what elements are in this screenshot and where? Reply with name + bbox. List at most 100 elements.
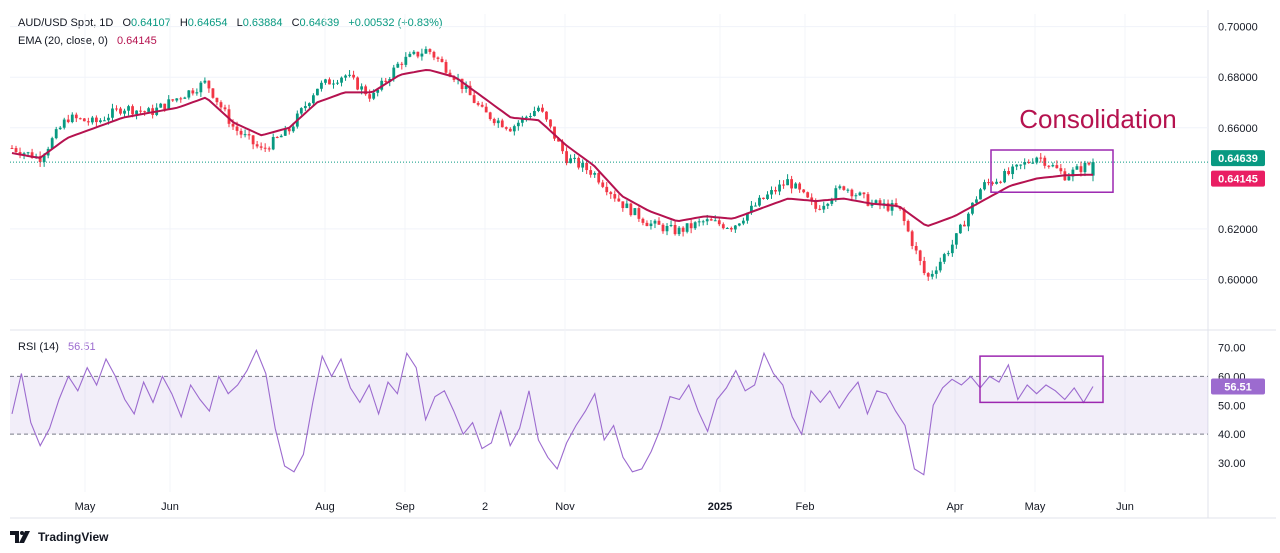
- candle-body: [810, 197, 814, 202]
- candle-body: [737, 223, 741, 226]
- candle-body: [549, 119, 552, 127]
- candle-body: [50, 138, 54, 149]
- candle-body: [70, 114, 74, 123]
- candle-body: [496, 120, 500, 124]
- candle-body: [834, 188, 838, 200]
- candle-body: [279, 135, 283, 138]
- candle-body: [356, 77, 359, 90]
- candle-body: [1019, 164, 1023, 166]
- candle-body: [766, 194, 769, 199]
- candle-body: [179, 98, 183, 100]
- candle-body: [115, 108, 118, 110]
- candle-body: [754, 205, 757, 207]
- candle-body: [86, 121, 90, 123]
- last-candle-body: [1091, 162, 1095, 176]
- price-axis[interactable]: 0.70000 0.68000 0.66000 0.62000 0.60000 0.646…: [1211, 22, 1265, 287]
- candle-body: [713, 220, 717, 222]
- candle-body: [171, 99, 175, 101]
- candle-body: [119, 108, 122, 114]
- candle-body: [866, 194, 870, 206]
- candle-body: [500, 120, 504, 128]
- candle-body: [1015, 164, 1019, 167]
- candle-body: [830, 199, 834, 204]
- rsi-tick-label: 40.00: [1218, 429, 1246, 441]
- candle-body: [838, 186, 842, 189]
- candle-body: [352, 74, 355, 78]
- candle-body: [424, 49, 428, 54]
- candle-body: [987, 182, 990, 184]
- candle-body: [918, 250, 922, 261]
- close-label: C0.64639: [291, 17, 340, 29]
- candle-body: [963, 224, 966, 227]
- candle-body: [508, 128, 512, 132]
- candle-body: [991, 182, 994, 184]
- candle-body: [131, 106, 134, 115]
- candle-body: [436, 57, 440, 59]
- candle-body: [677, 227, 681, 235]
- candle-body: [267, 148, 271, 150]
- candle-body: [1087, 162, 1091, 165]
- candle-body: [1079, 166, 1083, 173]
- candle-body: [259, 146, 263, 148]
- candle-body: [82, 118, 86, 122]
- candle-body: [585, 162, 589, 171]
- candle-body: [778, 184, 781, 192]
- candle-body: [874, 200, 878, 203]
- candle-body: [1035, 157, 1039, 163]
- rsi-consolidation-box: [979, 355, 1104, 404]
- candle-body: [408, 53, 412, 57]
- time-tick-label: Sep: [395, 501, 415, 513]
- candle-body: [396, 63, 400, 68]
- candle-body: [159, 103, 163, 108]
- price-label-tag: [1211, 170, 1265, 187]
- candle-body: [758, 197, 761, 206]
- candle-body: [942, 254, 946, 262]
- candle-body: [995, 181, 998, 184]
- candle-body: [111, 108, 114, 118]
- candle-body: [774, 190, 777, 192]
- candle-body: [822, 205, 826, 210]
- candle-body: [553, 126, 556, 139]
- candle-body: [782, 184, 785, 186]
- candle-body: [681, 227, 685, 232]
- candle-body: [545, 111, 548, 120]
- candle-body: [597, 173, 601, 183]
- candle-body: [320, 82, 323, 89]
- candle-body: [589, 170, 593, 175]
- candle-body: [1083, 162, 1087, 173]
- candle-body: [143, 111, 147, 113]
- candle-body: [123, 110, 126, 114]
- candle-body: [440, 58, 444, 63]
- candle-body: [930, 273, 934, 277]
- candle-body: [480, 104, 484, 107]
- candle-body: [999, 181, 1002, 183]
- time-axis[interactable]: May Jun Aug Sep 2 Nov 2025 Feb Apr May Jun: [75, 501, 1134, 513]
- candle-body: [432, 51, 436, 58]
- candle-body: [1007, 171, 1011, 175]
- low-label: L0.63884: [236, 17, 283, 29]
- candle-body: [926, 273, 930, 277]
- candle-body: [476, 102, 480, 105]
- candle-body: [472, 95, 476, 103]
- candle-body: [103, 120, 106, 122]
- price-tick-label: 0.68000: [1218, 72, 1258, 84]
- candle-body: [1039, 157, 1043, 159]
- candle-body: [770, 190, 773, 195]
- candle-body: [629, 203, 633, 216]
- candle-body: [364, 86, 368, 95]
- time-tick-label: Jun: [1116, 501, 1134, 513]
- symbol-label: AUD/USD Spot, 1D: [18, 17, 114, 29]
- time-tick-label: Feb: [796, 501, 815, 513]
- candle-body: [914, 245, 918, 251]
- price-tick-label: 0.62000: [1218, 224, 1258, 236]
- candle-body: [922, 260, 926, 274]
- candle-body: [287, 128, 291, 132]
- candle-body: [428, 49, 432, 52]
- time-tick-label: Nov: [555, 501, 575, 513]
- candle-body: [661, 224, 665, 232]
- ema-polyline: [11, 68, 1093, 227]
- candle-body: [621, 201, 625, 209]
- candle-body: [1047, 165, 1051, 167]
